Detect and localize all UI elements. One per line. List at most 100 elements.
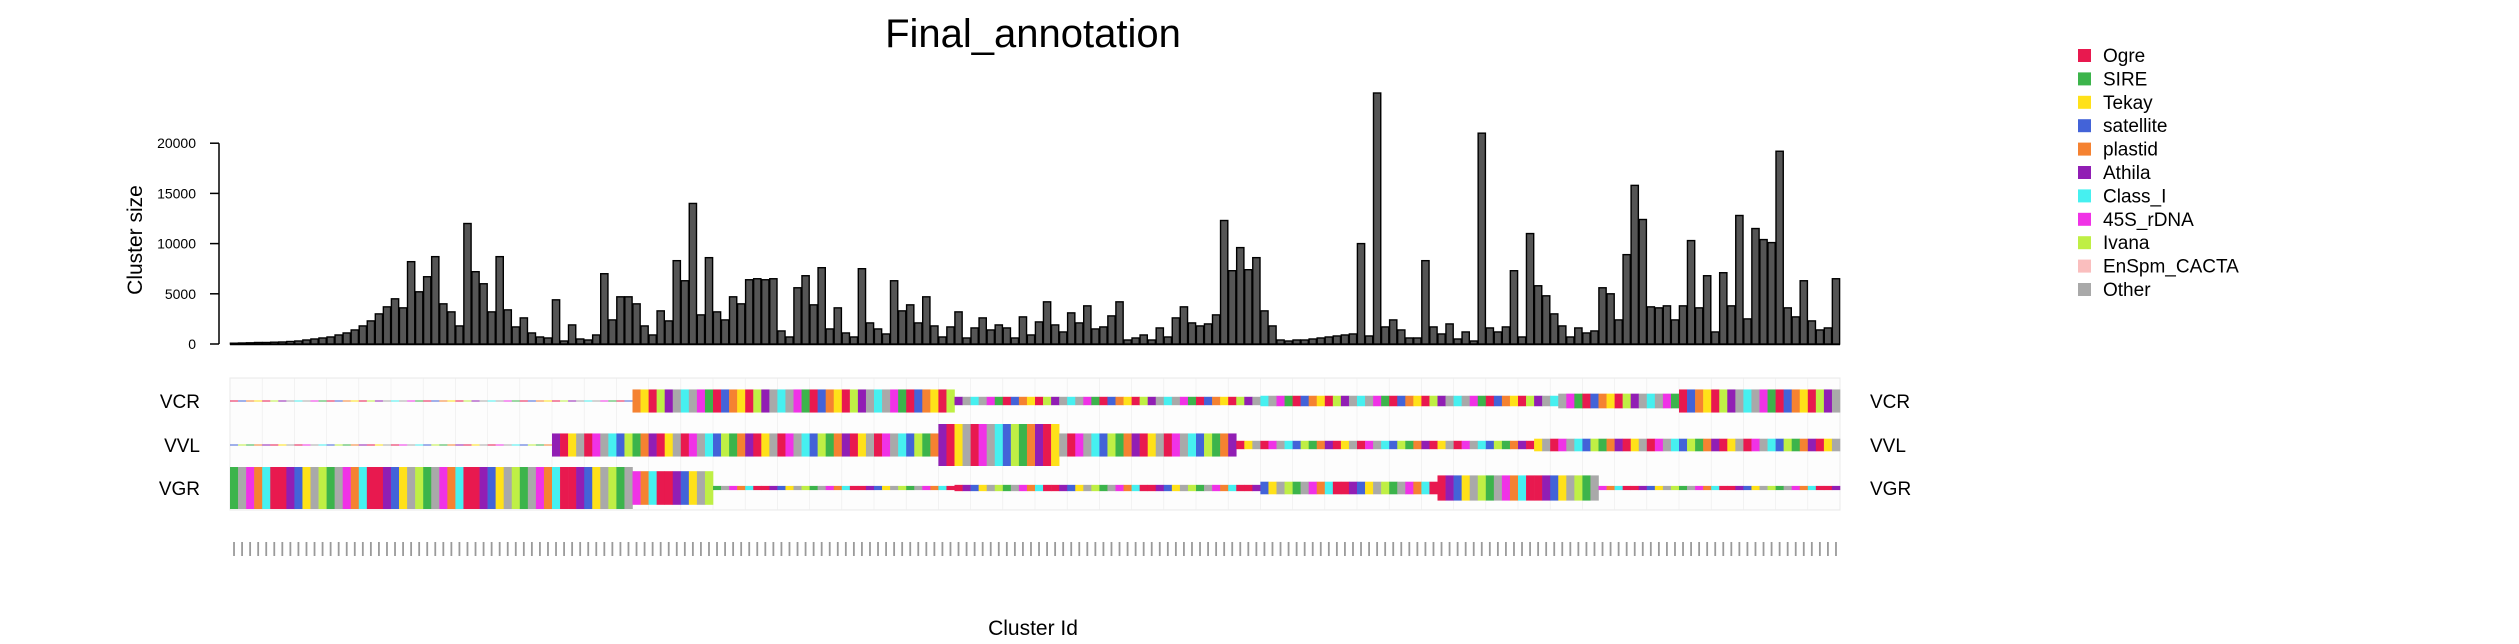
- bar: [1219, 219, 1229, 345]
- track-segment: [1767, 389, 1776, 413]
- track-segment: [1743, 389, 1752, 413]
- track-segment: [1630, 438, 1640, 452]
- track-segment: [986, 424, 996, 466]
- bar: [1364, 335, 1374, 345]
- track-segment: [922, 433, 931, 457]
- track-segment: [1421, 395, 1430, 407]
- track-segment: [1026, 424, 1036, 466]
- track-segment: [857, 433, 867, 457]
- track-segment: [1445, 475, 1454, 501]
- track-segment: [930, 485, 939, 491]
- track-segment: [729, 433, 738, 457]
- track-segment: [1622, 438, 1631, 452]
- track-segment: [1268, 481, 1277, 495]
- track-segment: [310, 444, 319, 446]
- track-segment: [1582, 438, 1591, 452]
- track-segment: [463, 467, 472, 509]
- bar: [1799, 280, 1809, 345]
- track-segment: [1831, 389, 1841, 413]
- track-segment: [608, 400, 617, 402]
- track-segment: [1526, 440, 1535, 450]
- track-segment: [1654, 393, 1664, 409]
- track-segment: [519, 467, 529, 509]
- track-segment: [326, 467, 335, 509]
- track-segment: [318, 444, 327, 446]
- track-segment: [447, 400, 456, 402]
- track-segment: [1646, 485, 1656, 491]
- track-segment: [785, 433, 794, 457]
- track-segment: [608, 467, 617, 509]
- track-segment: [1518, 440, 1527, 450]
- track-segment: [1381, 440, 1390, 450]
- bar: [881, 333, 891, 345]
- track-segment: [1043, 424, 1052, 466]
- y-tick-label: 0: [188, 336, 196, 352]
- track-segment: [1171, 396, 1181, 406]
- track-segment: [1260, 395, 1269, 407]
- bar: [1533, 285, 1543, 345]
- track-segment: [600, 467, 609, 509]
- track-segment: [1791, 485, 1801, 491]
- track-segment: [664, 389, 674, 413]
- track-segment: [439, 400, 448, 402]
- track-segment: [1365, 440, 1374, 450]
- track-segment: [1711, 485, 1720, 491]
- track-segment: [1228, 433, 1237, 457]
- track-segment: [1727, 438, 1736, 452]
- bar: [954, 311, 963, 345]
- bar: [1775, 150, 1784, 345]
- track-segment: [1324, 395, 1334, 407]
- track-segment: [1332, 395, 1342, 407]
- track-segment: [1389, 481, 1398, 495]
- track-segment: [753, 485, 762, 491]
- track-segment: [543, 467, 553, 509]
- track-segment: [865, 389, 875, 413]
- bar: [575, 338, 585, 345]
- track-segment: [374, 400, 384, 402]
- track-segment: [608, 433, 617, 457]
- bar: [1091, 328, 1100, 345]
- legend-label: Athila: [2103, 163, 2151, 184]
- bar: [777, 330, 786, 345]
- track-segment: [1067, 484, 1076, 492]
- bar: [1574, 327, 1583, 345]
- track-segment: [1075, 396, 1084, 406]
- legend-label: satellite: [2103, 116, 2167, 137]
- track-segment: [1469, 475, 1479, 501]
- track-segment: [1429, 481, 1438, 495]
- legend-item: Ogre: [2078, 46, 2145, 67]
- track-segment: [1719, 485, 1728, 491]
- track-segment: [374, 444, 384, 446]
- track-segment: [399, 467, 408, 509]
- track-segment: [487, 467, 496, 509]
- track-segment: [1155, 433, 1165, 457]
- bar: [278, 341, 287, 345]
- track-vcr: VCR VCR: [160, 389, 1910, 413]
- bar: [302, 339, 311, 345]
- track-segment: [954, 484, 963, 492]
- chart-title: Final_annotation: [885, 12, 1181, 56]
- bar: [1074, 322, 1084, 345]
- track-segment: [849, 485, 859, 491]
- track-segment: [914, 485, 923, 491]
- track-segment: [342, 444, 352, 446]
- track-segment: [1590, 393, 1599, 409]
- track-segment: [1268, 440, 1277, 450]
- legend-swatch: [2078, 119, 2091, 133]
- bar: [656, 310, 665, 345]
- track-segment: [1340, 481, 1350, 495]
- legend-label: 45S_rDNA: [2103, 210, 2194, 231]
- track-segment: [737, 389, 746, 413]
- track-segment: [801, 389, 810, 413]
- bar: [471, 271, 480, 345]
- track-segment: [1284, 440, 1293, 450]
- track-segment: [1606, 393, 1615, 409]
- bar: [390, 298, 400, 345]
- track-segment: [1751, 438, 1760, 452]
- track-segment: [1485, 475, 1495, 501]
- track-segment: [1735, 438, 1744, 452]
- track-segment: [1703, 389, 1712, 413]
- y-axis: 0 5000 10000 15000 20000: [157, 135, 220, 352]
- track-segment: [1131, 396, 1140, 406]
- track-segment: [455, 400, 464, 402]
